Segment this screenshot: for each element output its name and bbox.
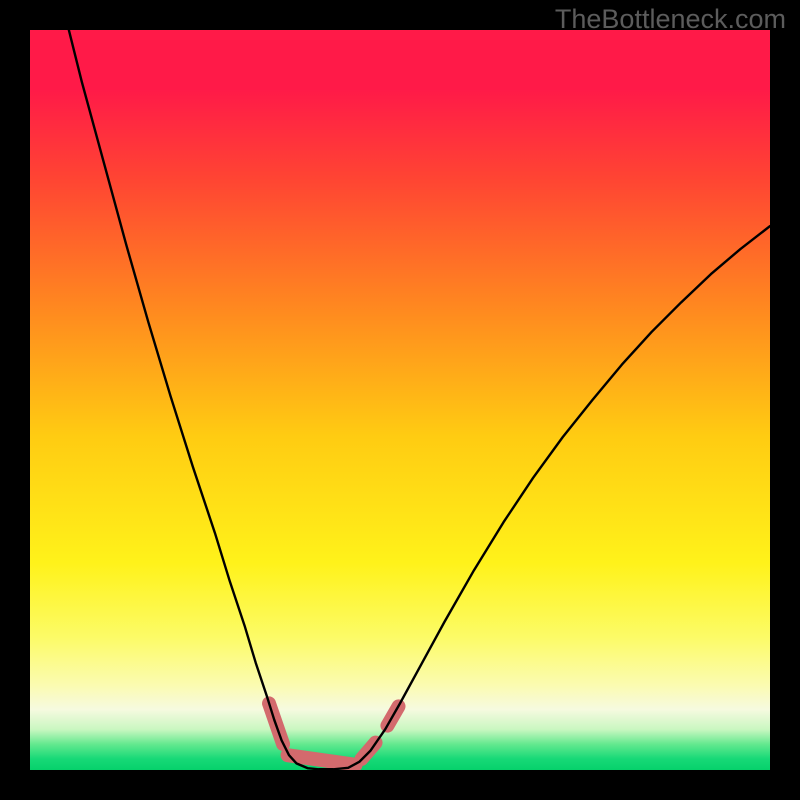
chart-svg [30,30,770,770]
gradient-background [30,30,770,770]
plot-area [30,30,770,770]
chart-frame: TheBottleneck.com [0,0,800,800]
